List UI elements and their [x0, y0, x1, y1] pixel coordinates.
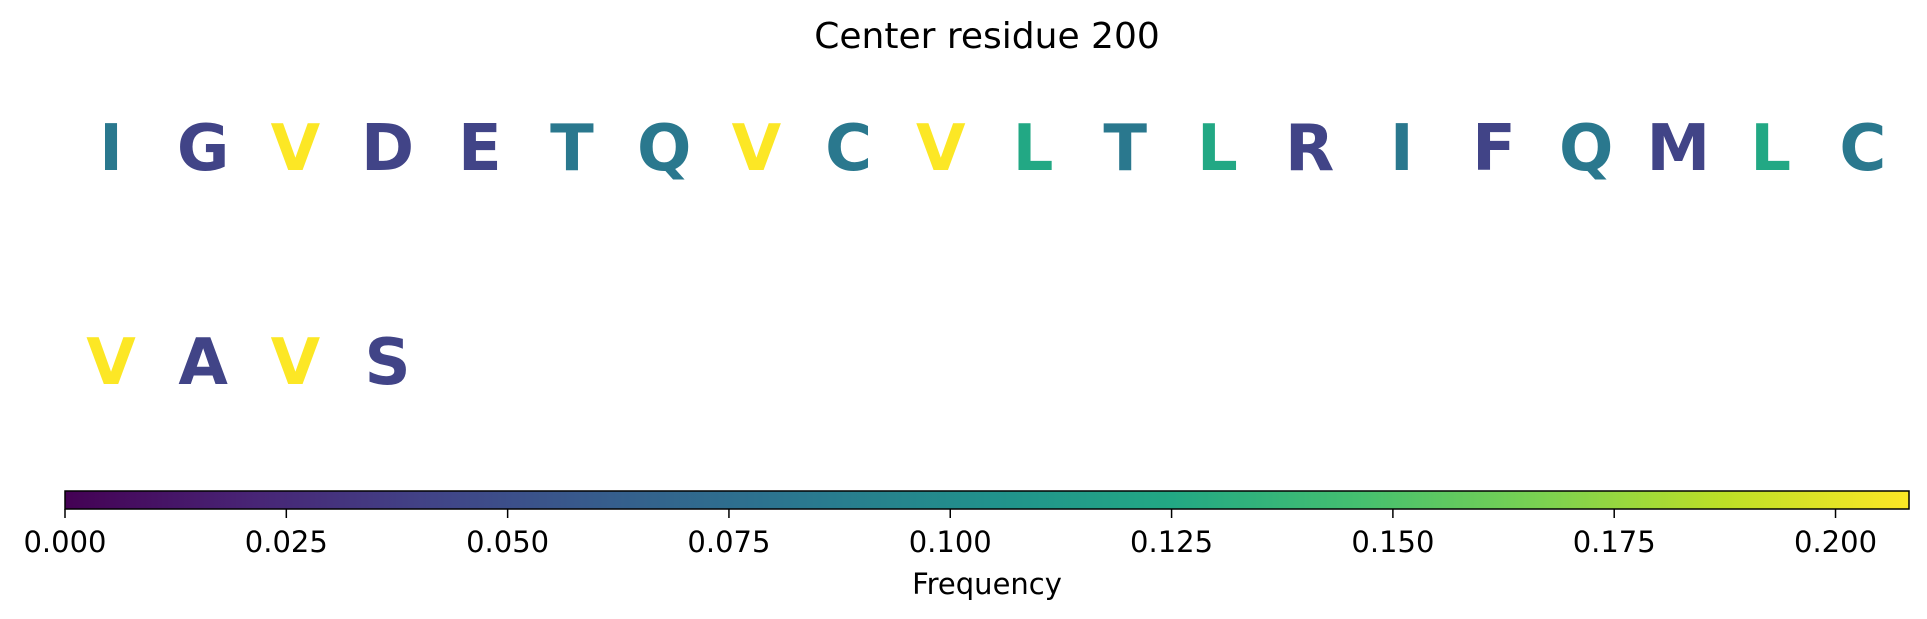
residue-letter: D: [361, 112, 414, 186]
residue-letter: Q: [1559, 112, 1613, 186]
residue-letters: I G V D E T Q V C V L T L R I F Q M L CV A V S: [86, 112, 1886, 400]
residue-letter: F: [1472, 112, 1516, 186]
residue-letter: G: [177, 112, 230, 186]
residue-letter: V: [916, 112, 966, 186]
residue-letter: V: [271, 112, 321, 186]
colorbar-tick-label: 0.125: [1130, 525, 1213, 559]
residue-letter: L: [1197, 112, 1238, 186]
residue-letter: V: [86, 326, 136, 400]
colorbar-tick-label: 0.200: [1794, 525, 1877, 559]
residue-letter: Q: [637, 112, 691, 186]
residue-letter: S: [365, 326, 411, 400]
colorbar-tick-label: 0.150: [1351, 525, 1434, 559]
colorbar-tick-label: 0.050: [466, 525, 549, 559]
residue-letter: I: [1390, 112, 1414, 186]
residue-letter: A: [178, 326, 228, 400]
residue-letter: I: [99, 112, 123, 186]
residue-letter: E: [458, 112, 502, 186]
colorbar-tick-label: 0.000: [23, 525, 106, 559]
residue-letter: M: [1647, 112, 1711, 186]
colorbar-ticks: 0.000 0.025 0.050 0.075 0.100 0.125 0.150 0.175…: [23, 509, 1877, 559]
residue-letter: T: [1103, 112, 1147, 186]
residue-letter: V: [732, 112, 782, 186]
residue-letter: L: [1013, 112, 1054, 186]
colorbar-label: Frequency: [912, 567, 1062, 601]
colorbar-gradient: [64, 490, 1910, 510]
colorbar: 0.000 0.025 0.050 0.075 0.100 0.125 0.150 0.175…: [23, 490, 1910, 601]
residue-letter: L: [1750, 112, 1791, 186]
colorbar-tick-label: 0.100: [909, 525, 992, 559]
colorbar-tick-label: 0.175: [1573, 525, 1656, 559]
residue-letter: T: [550, 112, 594, 186]
colorbar-tick-label: 0.025: [245, 525, 328, 559]
residue-letter: C: [825, 112, 872, 186]
colorbar-tick-label: 0.075: [687, 525, 770, 559]
residue-letter: C: [1839, 112, 1886, 186]
residue-letter: R: [1285, 112, 1334, 186]
residue-letter: V: [271, 326, 321, 400]
chart-title: Center residue 200: [814, 16, 1160, 57]
